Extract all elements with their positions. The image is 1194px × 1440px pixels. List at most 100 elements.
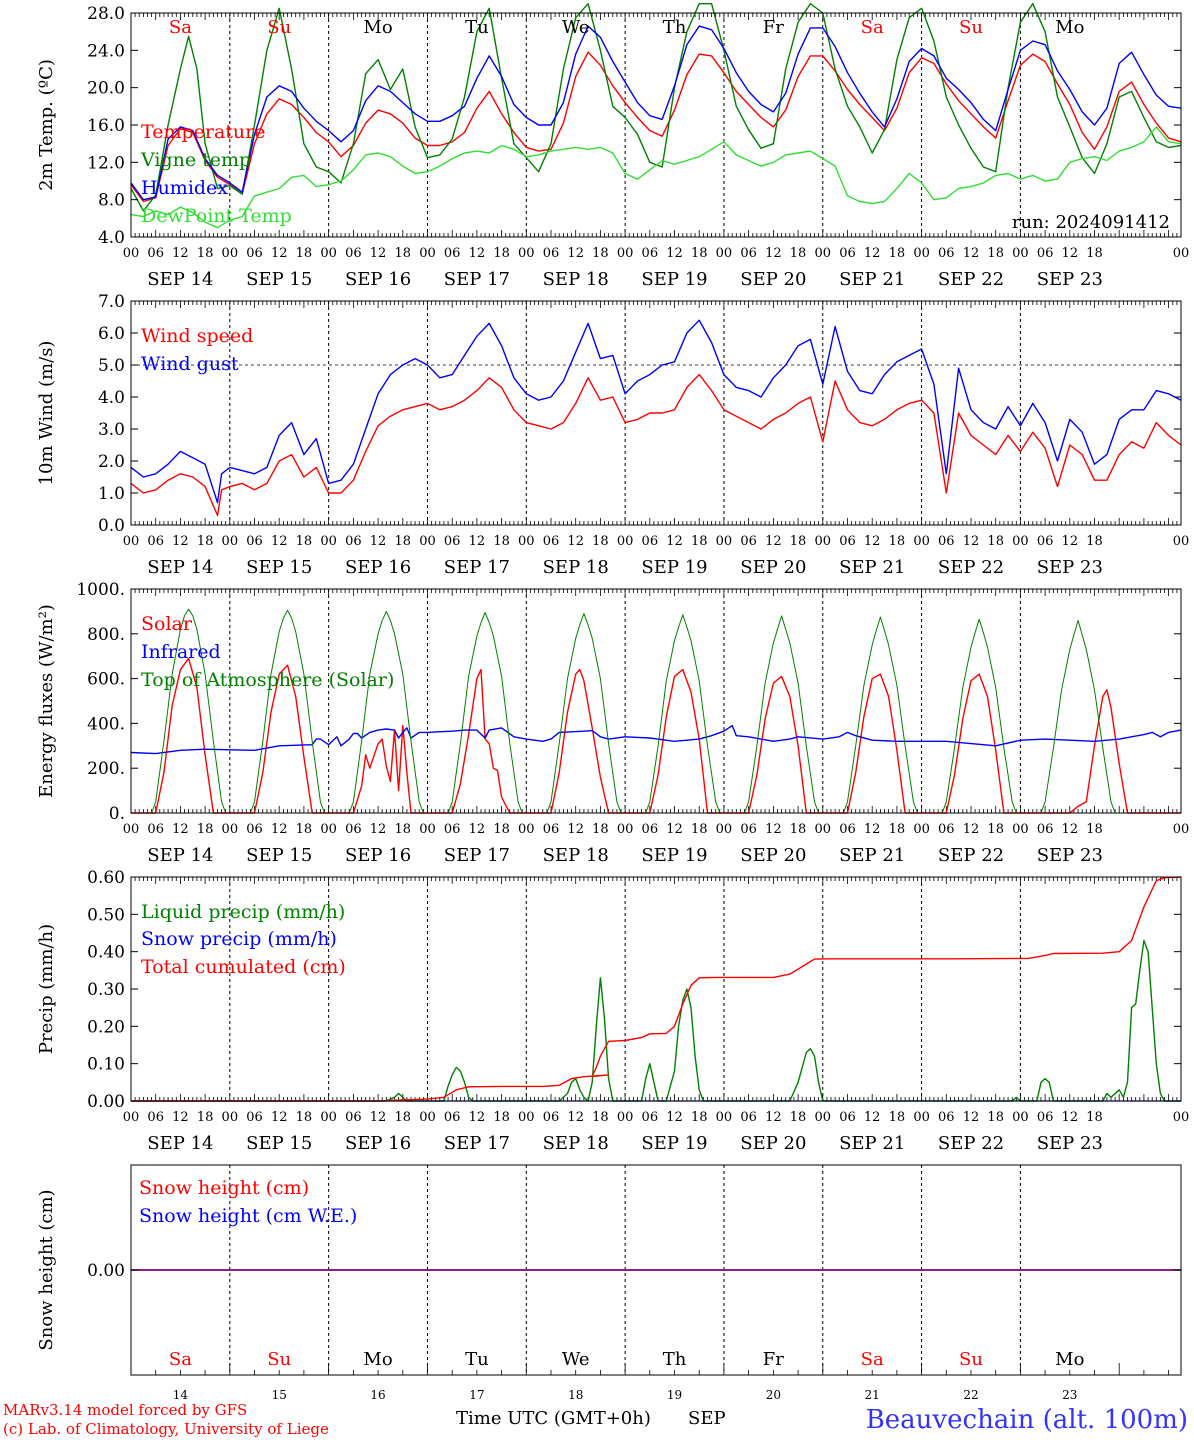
- series-line-total-cumulated-cm: [131, 876, 1182, 1102]
- y-tick-label: 16.0: [87, 116, 125, 136]
- hour-label: 18: [790, 246, 807, 261]
- y-tick-label: 600.: [87, 670, 125, 690]
- legend-entry: Snow height (cm): [139, 1177, 309, 1199]
- y-tick-label: 12.0: [87, 153, 125, 173]
- hour-label: 06: [543, 822, 560, 837]
- hour-label: 18: [394, 822, 411, 837]
- date-label: SEP 19: [641, 557, 707, 578]
- y-axis-label: Snow height (cm): [36, 1189, 57, 1350]
- y-tick-label: 28.0: [87, 4, 125, 24]
- legend-entry: Total cumulated (cm): [141, 956, 346, 978]
- plot-frame: [130, 12, 1182, 238]
- day-number: 16: [370, 1388, 385, 1402]
- date-label: SEP 18: [543, 269, 609, 290]
- hour-label: 06: [147, 822, 164, 837]
- hour-label: 18: [987, 1110, 1004, 1125]
- series-line-wind-speed: [130, 373, 1182, 517]
- day-number: 18: [568, 1388, 583, 1402]
- date-label: SEP 17: [444, 269, 510, 290]
- hour-label: 06: [147, 1110, 164, 1125]
- hour-label: 00: [1012, 246, 1029, 261]
- hour-label: 12: [370, 534, 387, 549]
- hour-label: 18: [493, 246, 510, 261]
- hour-label: 12: [172, 534, 189, 549]
- hour-label: 12: [963, 534, 980, 549]
- hour-label: 00: [419, 246, 436, 261]
- day-number: 22: [963, 1388, 978, 1402]
- hour-label: 18: [394, 534, 411, 549]
- series-line-vigne-temp: [130, 3, 1182, 212]
- hour-label: 12: [1062, 534, 1079, 549]
- hour-label: 06: [345, 534, 362, 549]
- model-credit: MARv3.14 model forced by GFS: [3, 1401, 247, 1419]
- date-label: SEP 16: [345, 845, 411, 866]
- hour-label: 06: [444, 1110, 461, 1125]
- date-label: SEP 16: [345, 557, 411, 578]
- hour-label: 18: [987, 822, 1004, 837]
- date-label: SEP 14: [147, 269, 213, 290]
- y-tick-label: 20.0: [87, 79, 125, 99]
- hour-ticks: [130, 589, 1182, 813]
- hour-label: 18: [987, 534, 1004, 549]
- plot-frame: [130, 588, 1182, 814]
- hour-label: 06: [839, 1110, 856, 1125]
- date-label: SEP 14: [147, 845, 213, 866]
- y-tick-label: 24.0: [87, 41, 125, 61]
- date-label: SEP 14: [147, 557, 213, 578]
- date-label: SEP 17: [444, 557, 510, 578]
- date-label: SEP 23: [1037, 845, 1103, 866]
- day-number: 19: [667, 1388, 682, 1402]
- hour-label: 00: [222, 534, 239, 549]
- date-label: SEP 20: [740, 845, 806, 866]
- weekday-label: Su: [959, 17, 983, 38]
- hour-label: 12: [567, 534, 584, 549]
- date-label: SEP 23: [1037, 269, 1103, 290]
- hour-label: 00: [123, 822, 140, 837]
- date-label: SEP 20: [740, 557, 806, 578]
- hour-label: 12: [370, 822, 387, 837]
- hour-label: 06: [1037, 534, 1054, 549]
- date-label: SEP 18: [543, 1133, 609, 1154]
- series-line-dewpoint-temp: [130, 126, 1182, 229]
- hour-label: 00: [716, 534, 733, 549]
- x-axis-label: Time UTC (GMT+0h): [456, 1408, 651, 1429]
- hour-label: 06: [642, 246, 659, 261]
- date-label: SEP 15: [246, 1133, 312, 1154]
- hour-label: 00: [814, 1110, 831, 1125]
- hour-label: 12: [172, 822, 189, 837]
- hour-label: 18: [296, 1110, 313, 1125]
- y-tick-label: 0.: [109, 804, 125, 824]
- hour-label: 12: [864, 246, 881, 261]
- hour-label: 12: [469, 246, 486, 261]
- hour-label: 18: [1086, 1110, 1103, 1125]
- day-number: 23: [1062, 1388, 1077, 1402]
- y-tick-label: 6.0: [98, 324, 125, 344]
- hour-label: 00: [1012, 822, 1029, 837]
- legend-entry: Wind gust: [141, 353, 239, 375]
- hour-label: 00: [716, 822, 733, 837]
- y-tick-label: 4.0: [98, 228, 125, 248]
- y-axis-label: Precip (mm/h): [36, 924, 57, 1054]
- y-tick-label: 7.0: [98, 292, 125, 312]
- hour-label: 18: [394, 1110, 411, 1125]
- hour-label: 06: [444, 246, 461, 261]
- y-tick-label: 0.10: [87, 1055, 125, 1075]
- date-label: SEP 15: [246, 557, 312, 578]
- date-label: SEP 22: [938, 557, 1004, 578]
- hour-label: 00: [1173, 246, 1190, 261]
- date-label: SEP 17: [444, 1133, 510, 1154]
- date-label: SEP 18: [543, 557, 609, 578]
- hour-label: 18: [790, 1110, 807, 1125]
- hour-label: 00: [419, 534, 436, 549]
- hour-label: 00: [419, 822, 436, 837]
- hour-label: 12: [864, 534, 881, 549]
- hour-label: 18: [987, 246, 1004, 261]
- date-label: SEP 22: [938, 269, 1004, 290]
- hour-label: 18: [691, 822, 708, 837]
- lab-credit: (c) Lab. of Climatology, University of L…: [3, 1420, 329, 1438]
- hour-label: 12: [864, 1110, 881, 1125]
- hour-label: 18: [197, 1110, 214, 1125]
- legend-entry: Infrared: [141, 641, 221, 663]
- month-label: SEP: [688, 1408, 726, 1429]
